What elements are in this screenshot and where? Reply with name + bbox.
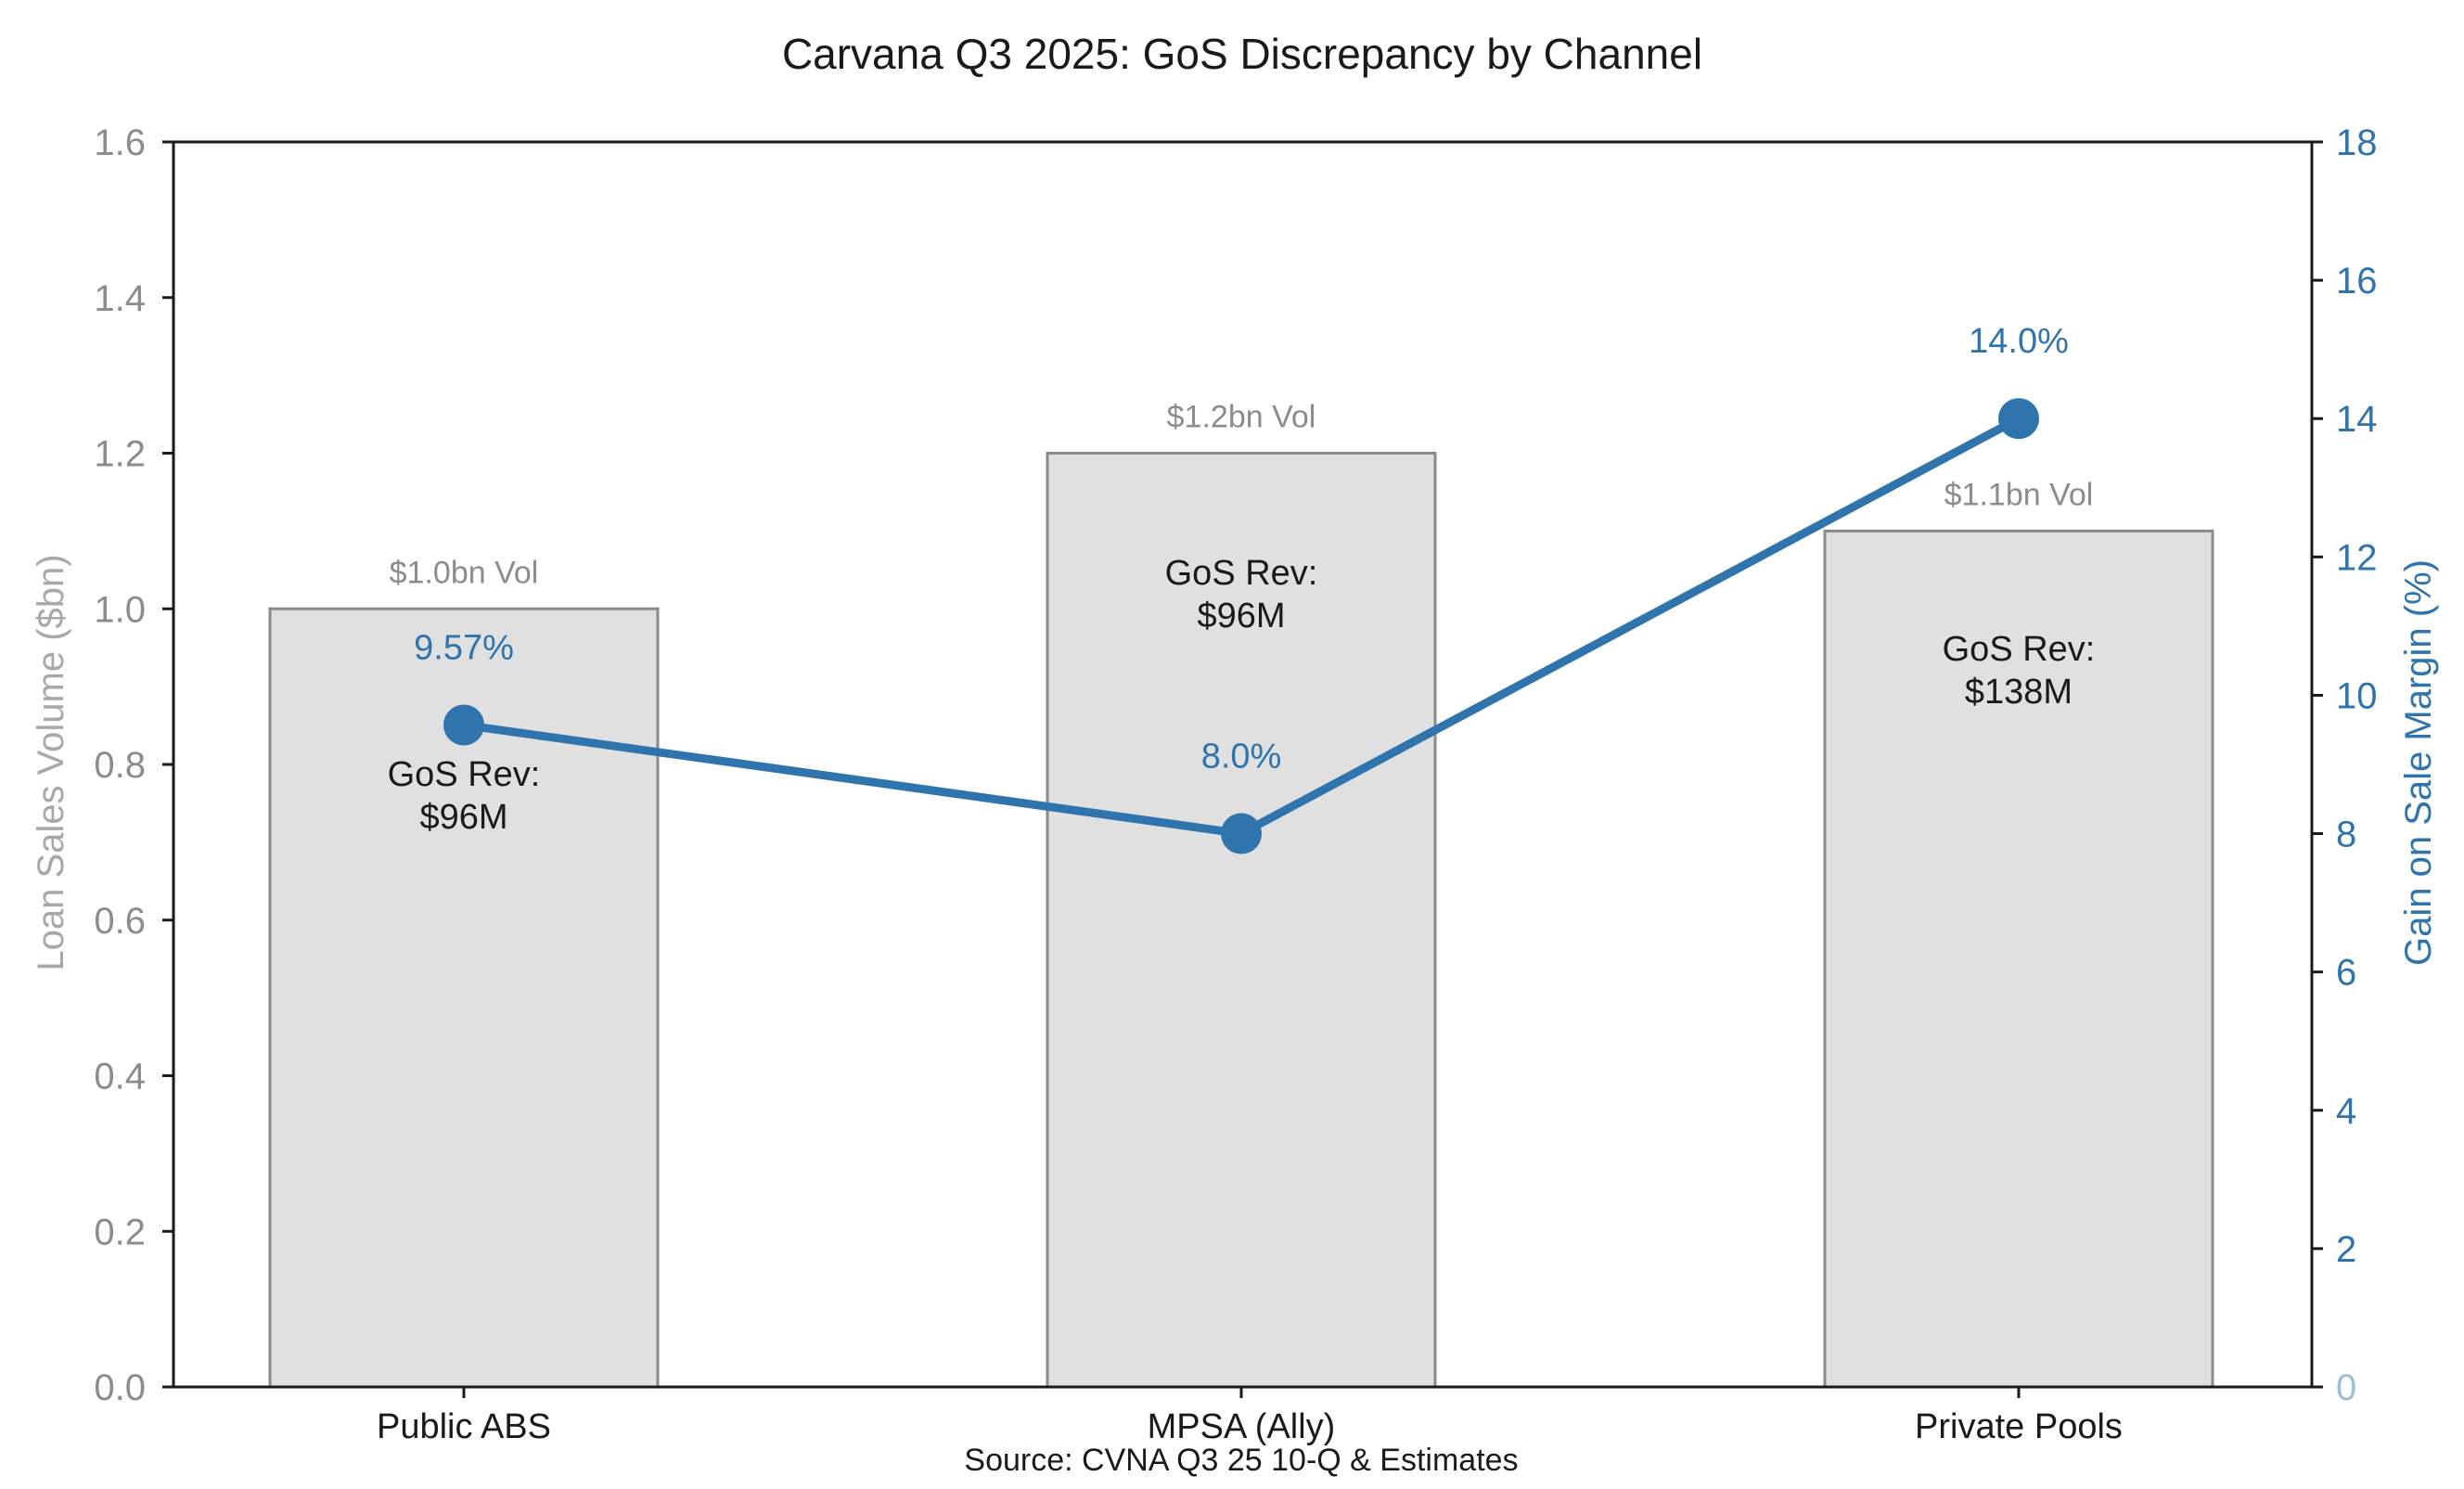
right-tick-label-9: 18: [2336, 122, 2378, 163]
source-note: Source: CVNA Q3 25 10-Q & Estimates: [964, 1443, 1518, 1478]
right-axis-ticks: 0 2 4 6 8 10 12 14 16 18: [2312, 122, 2378, 1408]
margin-label-0: 9.57%: [414, 629, 514, 668]
volume-label-2: $1.1bn Vol: [1944, 477, 2094, 512]
left-tick-label-6: 1.2: [94, 434, 146, 475]
volume-label-1: $1.2bn Vol: [1167, 400, 1316, 435]
gos-rev-title-0: GoS Rev:: [388, 755, 541, 794]
right-tick-label-4: 8: [2336, 815, 2356, 855]
right-tick-label-0: 0: [2336, 1367, 2356, 1408]
left-axis-ticks: 0.0 0.2 0.4 0.6 0.8 1.0 1.2 1.4 1.6: [94, 122, 173, 1408]
left-tick-label-1: 0.2: [94, 1212, 146, 1252]
margin-line-series: 9.57% 8.0% 14.0%: [414, 322, 2069, 854]
bars-group: [268, 452, 2214, 1389]
y-axis-left-label: Loan Sales Volume ($bn): [31, 554, 71, 970]
category-label-0: Public ABS: [377, 1407, 551, 1446]
right-tick-label-7: 14: [2336, 399, 2378, 440]
volume-label-0: $1.0bn Vol: [390, 555, 539, 590]
margin-point-1: [1221, 813, 1262, 854]
right-tick-label-6: 12: [2336, 537, 2378, 578]
gos-rev-title-2: GoS Rev:: [1943, 630, 2096, 669]
margin-label-2: 14.0%: [1969, 322, 2069, 361]
left-tick-label-3: 0.6: [94, 901, 146, 942]
right-tick-label-3: 6: [2336, 953, 2356, 994]
left-tick-label-4: 0.8: [94, 745, 146, 786]
gos-rev-value-2: $138M: [1965, 673, 2073, 712]
chart-title: Carvana Q3 2025: GoS Discrepancy by Chan…: [782, 30, 1702, 78]
left-tick-label-8: 1.6: [94, 122, 146, 163]
gos-rev-value-0: $96M: [419, 798, 507, 837]
margin-label-1: 8.0%: [1201, 738, 1282, 777]
y-axis-right-label: Gain on Sale Margin (%): [2398, 559, 2439, 966]
bar-2: [1823, 529, 2214, 1389]
left-tick-label-7: 1.4: [94, 278, 146, 319]
bar-labels-group: $1.0bn Vol $1.2bn Vol $1.1bn Vol GoS Rev: $9…: [388, 400, 2096, 838]
category-labels: Public ABS MPSA (Ally) Private Pools: [377, 1387, 2123, 1446]
margin-point-0: [443, 704, 484, 746]
category-label-2: Private Pools: [1915, 1407, 2123, 1446]
right-tick-label-2: 4: [2336, 1091, 2356, 1132]
left-tick-label-0: 0.0: [94, 1367, 146, 1408]
left-tick-label-5: 1.0: [94, 589, 146, 630]
right-tick-label-5: 10: [2336, 675, 2378, 716]
right-tick-label-1: 2: [2336, 1229, 2356, 1270]
gos-rev-title-1: GoS Rev:: [1165, 554, 1318, 593]
left-tick-label-2: 0.4: [94, 1057, 146, 1097]
right-tick-label-8: 16: [2336, 261, 2378, 302]
margin-point-2: [1998, 398, 2039, 440]
gos-rev-value-1: $96M: [1197, 597, 1285, 635]
category-label-1: MPSA (Ally): [1148, 1407, 1336, 1446]
bar-1: [1046, 452, 1437, 1389]
